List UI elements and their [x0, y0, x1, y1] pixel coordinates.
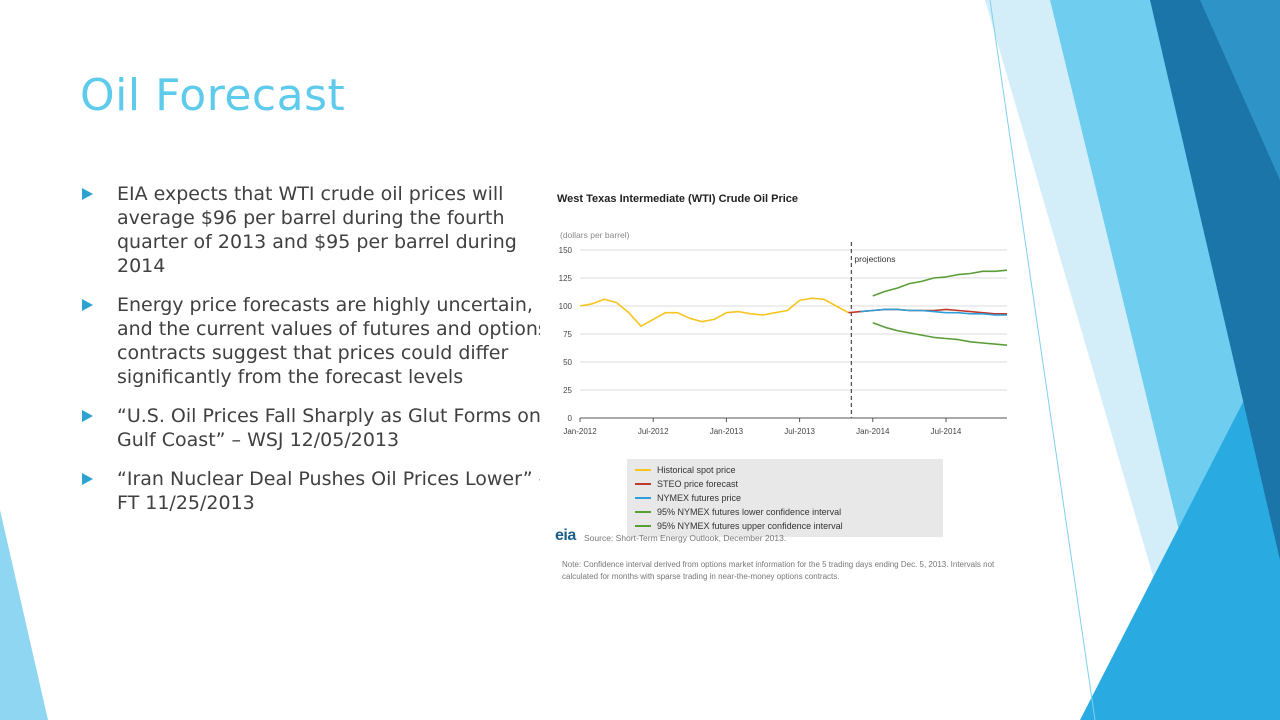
- bullet-item-2: Energy price forecasts are highly uncert…: [80, 293, 560, 389]
- slide-title: Oil Forecast: [80, 70, 346, 121]
- bullet-item-4: “Iran Nuclear Deal Pushes Oil Prices Low…: [80, 467, 560, 515]
- bullet-item-1: EIA expects that WTI crude oil prices wi…: [80, 182, 560, 278]
- y-tick-label: 75: [563, 330, 572, 339]
- bullet-arrow-icon: [82, 299, 93, 311]
- eia-logo: eia: [555, 527, 576, 544]
- right-blue-panel: [1080, 330, 1280, 720]
- y-tick-label: 150: [559, 246, 573, 255]
- legend-label-nymex: NYMEX futures price: [657, 492, 742, 503]
- legend-item-steo: STEO price forecast: [635, 477, 738, 490]
- x-tick-label: Jan-2014: [856, 427, 890, 436]
- x-tick-label: Jul-2012: [638, 427, 669, 436]
- wti-price-chart: West Texas Intermediate (WTI) Crude Oil …: [557, 193, 1008, 436]
- legend-swatch-nymex: [635, 496, 651, 499]
- bullet-arrow-icon: [82, 473, 93, 485]
- y-tick-label: 0: [568, 414, 573, 423]
- bullet-arrow-icon: [82, 410, 93, 422]
- legend-item-lower-ci: 95% NYMEX futures lower confidence inter…: [635, 505, 841, 518]
- x-tick-label: Jul-2014: [931, 427, 962, 436]
- legend-item-upper-ci: 95% NYMEX futures upper confidence inter…: [635, 519, 843, 532]
- x-tick-label: Jan-2012: [563, 427, 597, 436]
- chart-legend: Historical spot price STEO price forecas…: [627, 459, 943, 537]
- projections-label: projections: [854, 254, 895, 264]
- right-dark-panel: [1150, 0, 1280, 560]
- bottom-left-accent-shape: [0, 510, 48, 720]
- nymex-futures-line: [860, 308, 1007, 316]
- legend-label-historical: Historical spot price: [657, 464, 736, 475]
- bullet-item-3: “U.S. Oil Prices Fall Sharply as Glut Fo…: [80, 404, 560, 452]
- chart-source: Source: Short-Term Energy Outlook, Decem…: [584, 533, 787, 543]
- bullet-text-3: “U.S. Oil Prices Fall Sharply as Glut Fo…: [117, 405, 541, 451]
- legend-label-lower-ci: 95% NYMEX futures lower confidence inter…: [657, 506, 842, 517]
- y-tick-label: 50: [563, 358, 572, 367]
- bullet-arrow-icon: [82, 188, 93, 200]
- y-axis-label: (dollars per barrel): [560, 230, 630, 240]
- decorative-line: [989, 0, 1096, 720]
- chart-note: Note: Confidence interval derived from o…: [562, 560, 995, 581]
- legend-swatch-historical: [635, 468, 651, 471]
- legend-item-nymex: NYMEX futures price: [635, 491, 741, 504]
- x-tick-label: Jan-2013: [710, 427, 744, 436]
- bullet-text-1: EIA expects that WTI crude oil prices wi…: [117, 183, 517, 277]
- bullet-list: EIA expects that WTI crude oil prices wi…: [80, 182, 560, 530]
- legend-swatch-lower-ci: [635, 510, 651, 513]
- y-tick-label: 25: [563, 386, 572, 395]
- legend-label-upper-ci: 95% NYMEX futures upper confidence inter…: [657, 520, 843, 531]
- right-corner-panel: [1200, 0, 1280, 180]
- legend-swatch-steo: [635, 482, 651, 485]
- legend-swatch-upper-ci: [635, 524, 651, 527]
- bullet-text-4: “Iran Nuclear Deal Pushes Oil Prices Low…: [117, 468, 549, 514]
- historical-spot-price-line: [579, 297, 849, 327]
- lower-confidence-line: [872, 322, 1008, 346]
- y-tick-label: 125: [559, 274, 573, 283]
- x-tick-label: Jul-2013: [784, 427, 815, 436]
- chart-title: West Texas Intermediate (WTI) Crude Oil …: [557, 193, 798, 205]
- upper-confidence-line: [872, 269, 1008, 297]
- legend-item-historical: Historical spot price: [635, 463, 736, 476]
- bullet-text-2: Energy price forecasts are highly uncert…: [117, 294, 548, 388]
- legend-label-steo: STEO price forecast: [657, 478, 739, 489]
- y-tick-label: 100: [559, 302, 573, 311]
